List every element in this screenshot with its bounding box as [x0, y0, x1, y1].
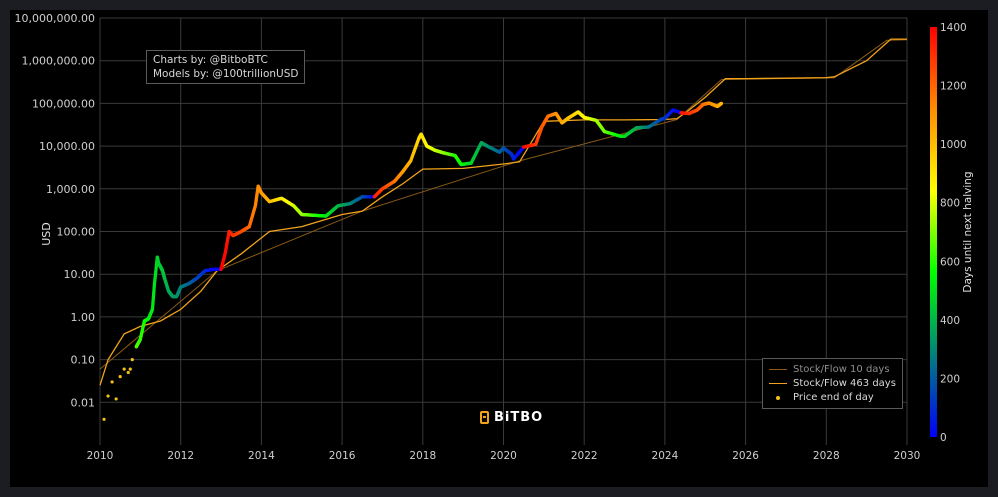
price-point	[110, 380, 114, 384]
legend-item-sf-463d[interactable]: Stock/Flow 463 days	[769, 376, 896, 390]
y-tick-label: 100,000.00	[32, 97, 95, 110]
colorbar-tick-label: 600	[940, 256, 960, 268]
legend-label: Stock/Flow 10 days	[793, 363, 890, 375]
x-tick-label: 2018	[409, 450, 436, 462]
colorbar-tick-label: 400	[940, 315, 960, 327]
price-point	[122, 367, 126, 371]
legend-label: Price end of day	[793, 391, 874, 403]
bitbo-logo: BiTBO	[480, 410, 543, 425]
colorbar-tick-label: 1400	[940, 22, 967, 34]
legend-label: Stock/Flow 463 days	[793, 377, 896, 389]
price-point	[114, 397, 118, 401]
price-point	[130, 358, 134, 362]
chart-frame: 10,000,000.00 1,000,000.00 100,000.00 10,00…	[10, 10, 988, 487]
y-tick-label: 10,000.00	[39, 140, 95, 153]
legend: Stock/Flow 10 days Stock/Flow 463 days P…	[762, 358, 903, 409]
btc-stock-to-flow-chart: 10,000,000.00 1,000,000.00 100,000.00 10,00…	[15, 12, 974, 462]
legend-swatch	[769, 392, 787, 403]
y-tick-label: 1.00	[71, 311, 96, 324]
colorbar-tick-label: 1200	[940, 81, 967, 93]
sf-463-days-line	[99, 38, 907, 386]
y-axis-label: USD	[40, 222, 53, 246]
price-point	[126, 370, 130, 375]
legend-item-price[interactable]: Price end of day	[769, 390, 896, 404]
x-axis-ticks: 2010 2012 2014 2016 2018 2020 2022 2024 2026 2028…	[87, 450, 921, 462]
legend-item-sf-10d[interactable]: Stock/Flow 10 days	[769, 362, 896, 376]
credits-chart-by: Charts by: @BitboBTC	[153, 54, 268, 66]
y-axis-ticks: 10,000,000.00 1,000,000.00 100,000.00 10,00…	[15, 12, 95, 409]
price-scatter	[102, 101, 723, 421]
colorbar-tick-label: 200	[940, 373, 960, 385]
y-tick-label: 0.10	[71, 354, 96, 367]
y-tick-label: 10.00	[64, 268, 96, 281]
bitbo-logo-icon	[480, 411, 489, 424]
price-point	[102, 417, 106, 421]
legend-swatch	[769, 368, 787, 370]
x-tick-label: 2020	[490, 450, 517, 462]
colorbar-ticks: 1400 1200 1000 800 600 400 200 0	[940, 22, 967, 444]
legend-swatch	[769, 382, 787, 384]
logo-text: BiTBO	[494, 410, 544, 425]
price-point	[118, 374, 122, 379]
price-point	[106, 394, 110, 398]
colorbar-tick-label: 0	[940, 432, 947, 444]
x-tick-label: 2016	[329, 450, 356, 462]
price-point	[719, 101, 723, 105]
colorbar-tick-label: 800	[940, 198, 960, 210]
colorbar	[930, 27, 937, 437]
x-tick-label: 2026	[732, 450, 759, 462]
y-tick-label: 100.00	[57, 226, 96, 239]
price-point	[128, 367, 132, 371]
x-tick-label: 2030	[894, 450, 921, 462]
model-lines	[99, 38, 908, 386]
gridlines	[99, 17, 908, 445]
x-tick-label: 2024	[652, 450, 679, 462]
colorbar-label: Days until next halving	[962, 171, 974, 292]
x-tick-label: 2014	[248, 450, 275, 462]
x-tick-label: 2010	[87, 450, 114, 462]
y-tick-label: 1,000,000.00	[22, 55, 95, 68]
x-tick-label: 2012	[167, 450, 194, 462]
y-tick-label: 0.01	[71, 396, 96, 409]
y-tick-label: 10,000,000.00	[15, 12, 95, 25]
y-tick-label: 1,000.00	[46, 183, 95, 196]
credits-models-by: Models by: @100trillionUSD	[153, 68, 299, 80]
x-tick-label: 2028	[813, 450, 840, 462]
colorbar-tick-label: 1000	[940, 139, 967, 151]
sf-10-days-line	[99, 39, 908, 370]
credits-box: Charts by: @BitboBTC Models by: @100tril…	[146, 50, 306, 84]
x-tick-label: 2022	[571, 450, 598, 462]
